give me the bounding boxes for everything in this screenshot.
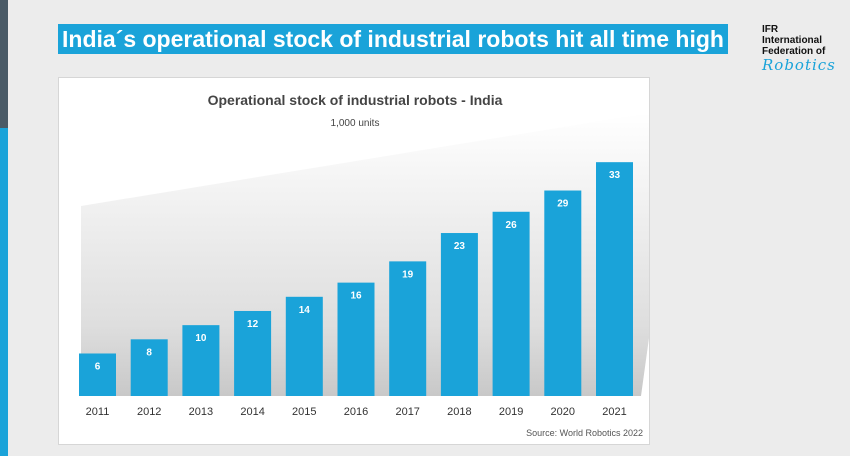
bar-label-2021: 33 [609, 170, 621, 181]
x-tick-2017: 2017 [395, 406, 419, 418]
bar-label-2012: 8 [146, 347, 152, 358]
bar-2013 [182, 325, 220, 396]
x-tick-2011: 2011 [86, 406, 110, 418]
bar-label-2016: 16 [350, 291, 362, 302]
bar-2011 [79, 353, 116, 396]
logo-line-ifr: IFR [762, 24, 779, 35]
bar-label-2011: 6 [95, 361, 101, 372]
bar-2017 [389, 261, 427, 396]
bar-label-2017: 19 [402, 269, 414, 280]
bar-label-2018: 23 [454, 241, 466, 252]
bar-label-2014: 12 [247, 319, 259, 330]
x-tick-2020: 2020 [551, 406, 575, 418]
bar-2019 [492, 211, 530, 396]
chart-panel: 6 2011 8 2012 10 2013 12 2014 14 2015 16 2016 19 2017… [58, 77, 650, 445]
bar-label-2019: 26 [506, 220, 518, 231]
bar-2014 [234, 310, 272, 396]
bars-group [79, 162, 633, 396]
chart-source: Source: World Robotics 2022 [526, 428, 643, 438]
bar-chart: 6 2011 8 2012 10 2013 12 2014 14 2015 16 2016 19 2017… [79, 92, 649, 438]
chart-title: Operational stock of industrial robots -… [208, 92, 503, 108]
bar-2021 [596, 162, 633, 396]
bar-label-2020: 29 [557, 199, 569, 210]
bar-label-2013: 10 [195, 333, 207, 344]
x-tick-2016: 2016 [344, 406, 368, 418]
bar-2016 [337, 282, 375, 396]
bar-label-2015: 14 [299, 305, 311, 316]
logo-line-federation: Federation of [762, 46, 826, 57]
bar-2020 [544, 190, 582, 396]
x-tick-2021: 2021 [602, 406, 626, 418]
x-tick-2019: 2019 [499, 406, 523, 418]
bar-2018 [440, 233, 478, 396]
side-accent-dark [0, 0, 8, 128]
ifr-logo: IFR International Federation of Robotics [762, 24, 842, 73]
x-tick-2012: 2012 [137, 406, 161, 418]
side-accent-blue [0, 128, 8, 456]
labels-group: 6 2011 8 2012 10 2013 12 2014 14 2015 16 2016 19 2017… [86, 170, 627, 418]
logo-line-international: International [762, 35, 823, 46]
chart-subtitle: 1,000 units [331, 118, 380, 129]
bar-2015 [285, 296, 323, 396]
x-tick-2018: 2018 [447, 406, 471, 418]
logo-script-robotics: Robotics [762, 56, 836, 74]
x-tick-2013: 2013 [189, 406, 213, 418]
x-tick-2015: 2015 [292, 406, 316, 418]
x-tick-2014: 2014 [240, 406, 264, 418]
bar-2012 [130, 339, 168, 396]
slide-title: India´s operational stock of industrial … [58, 24, 728, 54]
